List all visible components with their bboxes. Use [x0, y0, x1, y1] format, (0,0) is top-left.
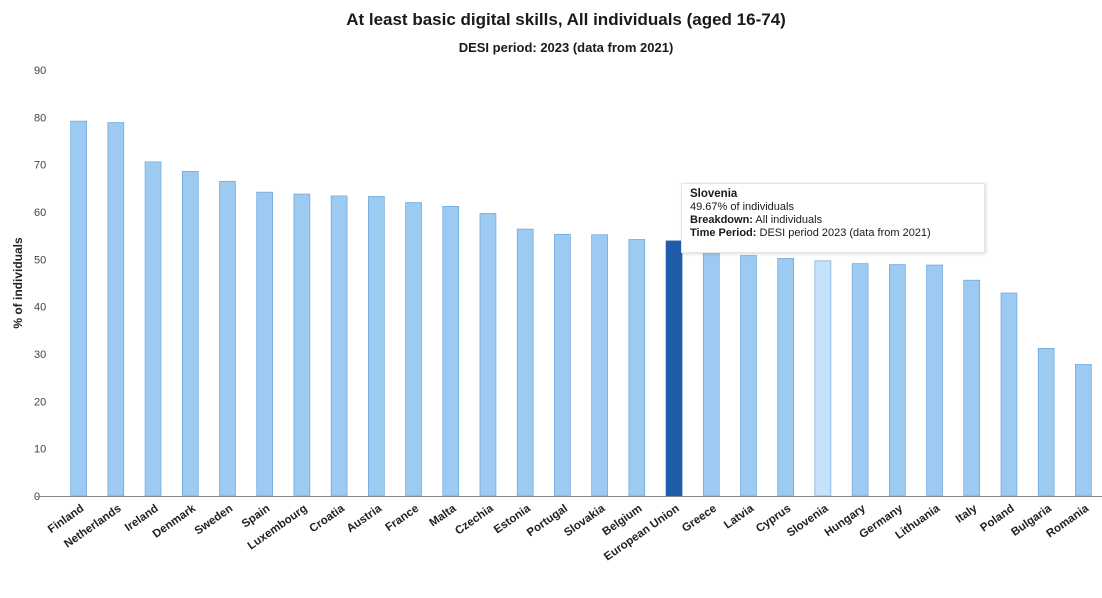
bar-slovenia[interactable] [814, 260, 832, 497]
bar-netherlands[interactable] [107, 122, 125, 497]
bar-latvia[interactable] [740, 255, 757, 497]
bar-european-union[interactable] [665, 240, 683, 497]
y-axis-label: % of individuals [11, 237, 25, 329]
bar-estonia[interactable] [516, 228, 534, 497]
x-category-label: Slovenia [785, 502, 831, 539]
x-category-label: Sweden [193, 503, 235, 538]
x-category-label: Austria [345, 502, 385, 535]
bar-italy[interactable] [963, 279, 981, 497]
y-tick-label: 90 [34, 65, 46, 77]
bar-ireland[interactable] [144, 161, 162, 497]
x-category-label: Croatia [307, 502, 347, 535]
x-category-label: Denmark [151, 502, 199, 540]
y-tick-label: 80 [34, 112, 46, 124]
y-tick-label: 40 [34, 302, 46, 314]
y-tick-label: 30 [34, 349, 46, 361]
tooltip-breakdown-label: Breakdown: [690, 214, 753, 226]
x-category-label: Portugal [525, 503, 570, 540]
tooltip-period-value: DESI period 2023 (data from 2021) [759, 227, 931, 239]
bar-greece[interactable] [702, 247, 720, 497]
y-axis-ticks: 0102030405060708090 [34, 65, 46, 503]
tooltip-value: 49.67% of individuals [690, 201, 794, 213]
bar-portugal[interactable] [554, 233, 571, 497]
bar-luxembourg[interactable] [293, 193, 311, 497]
chart-subtitle: DESI period: 2023 (data from 2021) [459, 40, 674, 55]
y-tick-label: 20 [34, 396, 46, 408]
x-category-label: Italy [954, 502, 980, 525]
x-category-label: Malta [427, 502, 458, 529]
bar-malta[interactable] [442, 206, 460, 497]
x-category-label: Latvia [722, 502, 757, 531]
bar-austria[interactable] [368, 196, 385, 497]
bar-denmark[interactable] [181, 170, 199, 497]
bar-germany[interactable] [889, 264, 906, 497]
x-category-label: France [383, 503, 421, 534]
tooltip-period: Time Period: DESI period 2023 (data from… [690, 227, 976, 240]
x-category-label: Romania [1044, 502, 1091, 540]
y-tick-label: 70 [34, 160, 46, 172]
bars [70, 120, 1092, 497]
tooltip-breakdown: Breakdown: All individuals [690, 214, 976, 227]
bar-bulgaria[interactable] [1037, 348, 1055, 497]
tooltip-breakdown-value: All individuals [755, 214, 823, 226]
tooltip-country: Slovenia [690, 188, 738, 200]
bar-croatia[interactable] [330, 195, 348, 497]
y-tick-label: 50 [34, 254, 46, 266]
chart-title: At least basic digital skills, All indiv… [346, 10, 786, 29]
bar-cyprus[interactable] [777, 258, 794, 497]
hover-tooltip: Slovenia 49.67% of individuals Breakdown… [681, 183, 985, 253]
bar-sweden[interactable] [219, 180, 236, 497]
bar-poland[interactable] [1000, 292, 1018, 497]
bar-france[interactable] [405, 202, 422, 497]
bar-spain[interactable] [256, 191, 273, 497]
bar-hungary[interactable] [851, 263, 869, 497]
x-category-label: Greece [680, 503, 719, 535]
y-tick-label: 60 [34, 207, 46, 219]
x-category-label: Czechia [453, 502, 496, 537]
x-category-label: Slovakia [562, 502, 608, 539]
y-tick-label: 10 [34, 444, 46, 456]
bar-czechia[interactable] [479, 213, 497, 497]
bar-belgium[interactable] [628, 239, 646, 497]
bar-finland[interactable] [70, 120, 87, 497]
bar-slovakia[interactable] [591, 234, 608, 497]
tooltip-period-label: Time Period: [690, 227, 757, 239]
bar-romania[interactable] [1075, 364, 1092, 497]
bar-lithuania[interactable] [926, 264, 943, 497]
